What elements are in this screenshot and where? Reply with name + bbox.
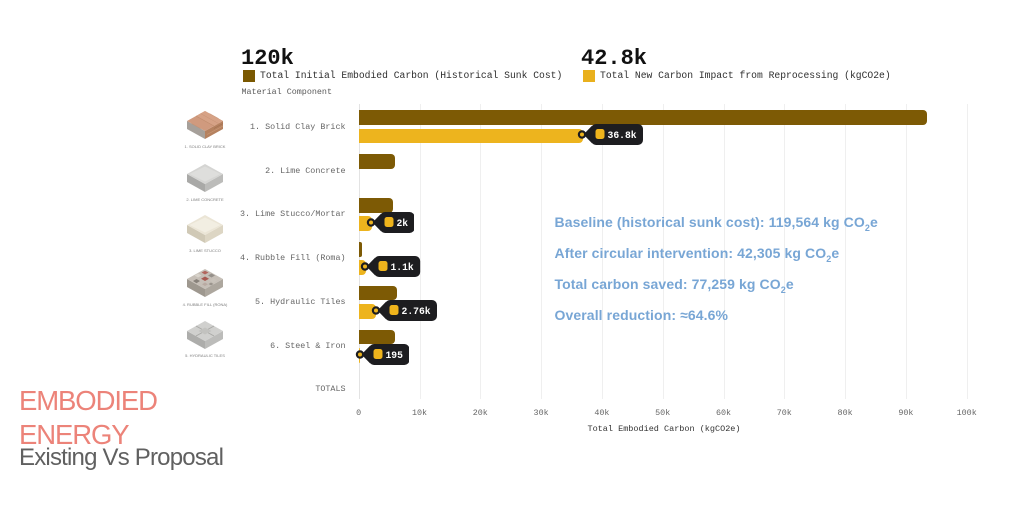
svg-text:1.1k: 1.1k: [391, 262, 414, 273]
svg-text:2k: 2k: [396, 218, 408, 229]
svg-text:2.76k: 2.76k: [401, 306, 430, 317]
svg-text:36.8k: 36.8k: [608, 130, 637, 141]
svg-text:195: 195: [385, 350, 403, 361]
